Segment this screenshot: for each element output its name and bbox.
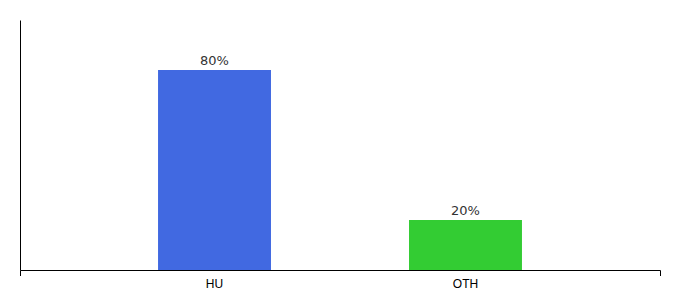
y-axis-line xyxy=(20,21,21,271)
bar xyxy=(158,70,271,270)
y-axis xyxy=(20,21,21,271)
x-axis-line xyxy=(21,271,661,277)
data-labels: 80% 20% xyxy=(200,53,480,218)
x-tick-label: OTH xyxy=(453,277,478,291)
x-tick-label: HU xyxy=(206,277,223,291)
bars xyxy=(158,70,522,270)
data-label: 80% xyxy=(200,53,229,68)
bar xyxy=(409,220,522,270)
chart: HU OTH 80% 20% xyxy=(0,0,680,300)
x-tick: OTH xyxy=(453,277,478,291)
x-axis: HU OTH xyxy=(21,271,661,291)
data-label: 20% xyxy=(451,203,480,218)
plot: HU OTH 80% 20% xyxy=(21,21,661,291)
x-tick: HU xyxy=(206,277,223,291)
